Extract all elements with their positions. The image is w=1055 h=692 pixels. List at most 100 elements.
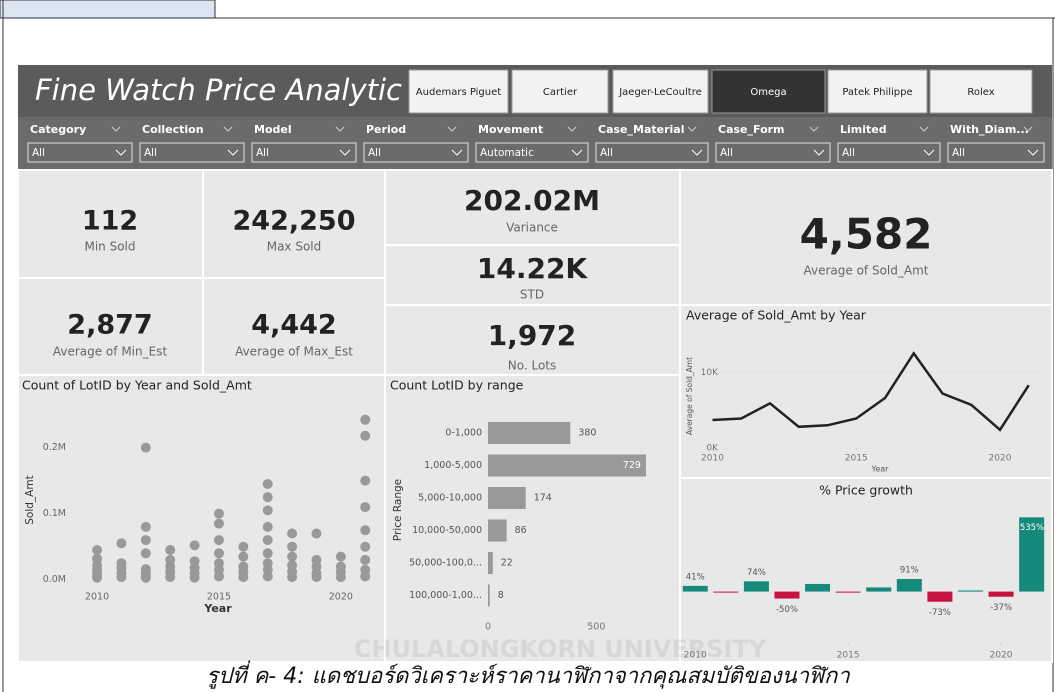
brand-button-label[interactable]: Omega bbox=[750, 87, 786, 98]
panel bbox=[202, 169, 386, 279]
bar bbox=[1019, 517, 1045, 592]
scatter-point bbox=[262, 478, 273, 489]
scatter-point bbox=[262, 535, 273, 546]
filter-dropdown[interactable] bbox=[475, 142, 589, 163]
scatter-point bbox=[165, 554, 176, 565]
panel bbox=[17, 169, 204, 279]
filter-value[interactable]: All bbox=[32, 147, 45, 159]
card-value: 4,442 bbox=[251, 310, 336, 341]
x-axis-title: Year bbox=[871, 465, 890, 474]
y-tick-label: 0.0M bbox=[43, 574, 66, 585]
filter-value[interactable]: All bbox=[952, 147, 965, 159]
scatter-point bbox=[360, 502, 371, 513]
filter-value[interactable]: All bbox=[720, 147, 733, 159]
data-label: -37% bbox=[990, 603, 1012, 613]
data-label: -50% bbox=[776, 605, 798, 615]
filter-chevron bbox=[809, 126, 819, 132]
brand-button-label[interactable]: Patek Philippe bbox=[842, 87, 912, 98]
filter-value[interactable]: All bbox=[600, 147, 613, 159]
dropdown-chevron bbox=[339, 149, 351, 156]
card-value: 112 bbox=[82, 206, 138, 237]
dropdown-chevron bbox=[115, 149, 127, 156]
x-tick-label: 2020 bbox=[989, 454, 1012, 464]
brand-button[interactable] bbox=[511, 69, 609, 114]
filter-value[interactable]: All bbox=[144, 147, 157, 159]
x-tick-label: 0 bbox=[485, 622, 491, 633]
x-axis-title: Year bbox=[203, 602, 232, 615]
filter-dropdown[interactable] bbox=[715, 142, 831, 163]
brand-button[interactable] bbox=[612, 69, 709, 114]
scatter-point bbox=[140, 442, 151, 453]
brand-button-label[interactable]: Audemars Piguet bbox=[416, 87, 501, 98]
x-tick-label: 2015 bbox=[845, 454, 868, 464]
filter-dropdown[interactable] bbox=[363, 142, 469, 163]
scatter-point bbox=[238, 561, 249, 572]
dashboard-title: Fine Watch Price Analytic bbox=[35, 73, 402, 107]
data-label: 174 bbox=[534, 493, 552, 504]
filter-dropdown[interactable] bbox=[947, 142, 1045, 163]
bar bbox=[896, 578, 922, 592]
watermark: CHULALONGKORN UNIVERSITY bbox=[354, 635, 767, 663]
scatter-point bbox=[213, 548, 224, 559]
dropdown-chevron bbox=[571, 149, 583, 156]
scatter-point bbox=[360, 525, 371, 536]
x-tick-label: 2015 bbox=[837, 651, 860, 661]
card-value: 242,250 bbox=[233, 206, 356, 237]
card-value: 1,972 bbox=[488, 319, 577, 352]
scatter-point bbox=[360, 475, 371, 486]
filter-dropdown[interactable] bbox=[139, 142, 245, 163]
brand-button-label[interactable]: Cartier bbox=[543, 87, 578, 98]
filter-chevron bbox=[447, 126, 457, 132]
filter-label: Period bbox=[366, 123, 406, 136]
y-tick-label: 0.2M bbox=[43, 442, 66, 453]
filter-dropdown[interactable] bbox=[837, 142, 941, 163]
bar bbox=[488, 584, 490, 607]
filter-value[interactable]: All bbox=[842, 147, 855, 159]
data-label: 74% bbox=[747, 568, 766, 578]
panel bbox=[384, 374, 681, 663]
scatter-point bbox=[213, 508, 224, 519]
chart-title: Count LotID by range bbox=[390, 378, 524, 393]
scatter-point bbox=[335, 561, 346, 572]
brand-button-label[interactable]: Rolex bbox=[967, 87, 994, 98]
category-label: 100,000-1,00... bbox=[409, 590, 482, 601]
filter-label: Case_Form bbox=[718, 123, 785, 136]
filter-chevron bbox=[567, 126, 577, 132]
filter-dropdown[interactable] bbox=[27, 142, 133, 163]
brand-button[interactable] bbox=[929, 69, 1033, 114]
card-label: Average of Sold_Amt bbox=[804, 264, 929, 278]
bar bbox=[805, 583, 831, 592]
y-tick-label: 10K bbox=[701, 368, 719, 378]
panel bbox=[17, 277, 204, 376]
scatter-point bbox=[262, 492, 273, 503]
brand-button[interactable] bbox=[827, 69, 928, 114]
bar bbox=[835, 591, 861, 593]
filter-value[interactable]: All bbox=[256, 147, 269, 159]
scatter-point bbox=[335, 551, 346, 562]
filter-dropdown[interactable] bbox=[251, 142, 357, 163]
panel bbox=[679, 304, 1053, 479]
brand-button[interactable] bbox=[408, 69, 509, 114]
scatter-point bbox=[140, 548, 151, 559]
filter-chevron bbox=[687, 126, 697, 132]
filter-dropdown[interactable] bbox=[595, 142, 709, 163]
scatter-point bbox=[360, 554, 371, 565]
dropdown-chevron bbox=[813, 149, 825, 156]
bar bbox=[488, 422, 571, 444]
card-label: Average of Min_Est bbox=[53, 345, 168, 359]
filter-chevron bbox=[111, 126, 121, 132]
brand-button-label[interactable]: Jaeger-LeCoultre bbox=[618, 87, 702, 98]
scatter-point bbox=[213, 518, 224, 529]
filter-value[interactable]: All bbox=[368, 147, 381, 159]
panel bbox=[384, 169, 681, 246]
filter-label: Case_Material bbox=[598, 123, 684, 136]
x-tick-label: 2015 bbox=[207, 592, 231, 603]
category-label: 0-1,000 bbox=[445, 428, 482, 439]
bar bbox=[866, 587, 892, 592]
dropdown-chevron bbox=[923, 149, 935, 156]
filter-chevron bbox=[223, 126, 233, 132]
filter-value[interactable]: Automatic bbox=[480, 147, 534, 159]
category-label: 50,000-100,0... bbox=[409, 558, 482, 569]
scatter-point bbox=[92, 553, 103, 564]
brand-button[interactable] bbox=[711, 69, 826, 114]
